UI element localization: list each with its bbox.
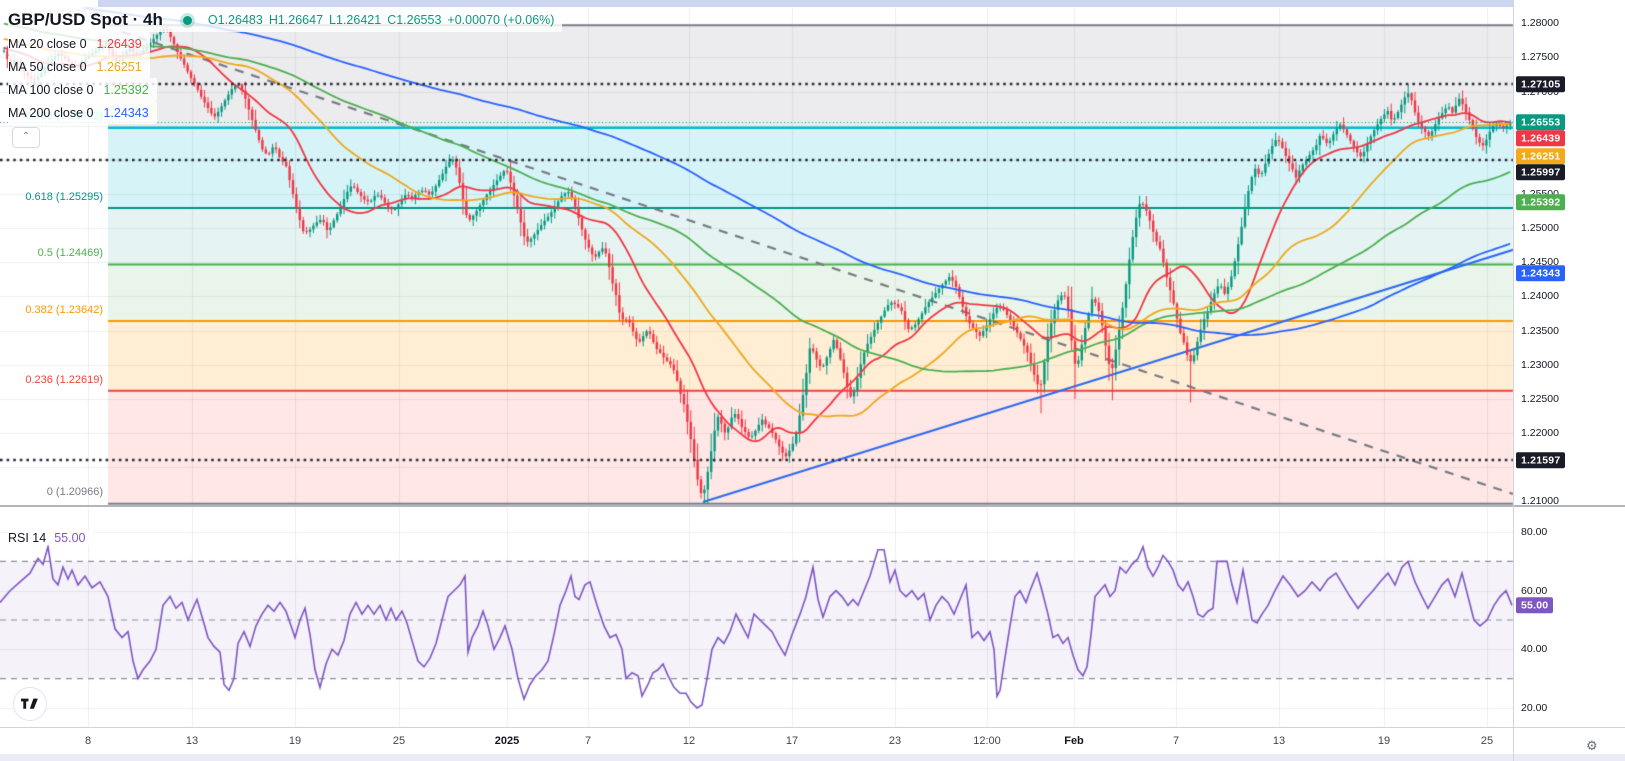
fib-level-label: 0.382 (1.23642) bbox=[25, 304, 103, 316]
price-axis-label: 1.24500 bbox=[1521, 256, 1559, 268]
time-axis-label: 23 bbox=[888, 735, 902, 747]
price-axis-label: 80.00 bbox=[1521, 526, 1548, 538]
price-axis-label: 60.00 bbox=[1521, 585, 1548, 597]
ma-legend-row-50[interactable]: MA 50 close 0 1.26251 bbox=[8, 55, 150, 78]
gear-icon[interactable]: ⚙ bbox=[1586, 738, 1598, 753]
symbol-row[interactable]: GBP/USD Spot · 4h O1.26483 H1.26647 L1.2… bbox=[8, 8, 563, 32]
pane-top-highlight bbox=[98, 0, 1513, 7]
price-axis-border bbox=[1513, 0, 1514, 761]
ohlc-close: C1.26553 bbox=[387, 13, 442, 27]
ma-legend-rows: MA 20 close 0 1.26439 MA 50 close 0 1.26251… bbox=[8, 32, 562, 124]
price-axis-badge: 1.25392 bbox=[1516, 194, 1566, 210]
rsi-legend-row[interactable]: RSI 14 55.00 bbox=[8, 531, 94, 545]
ohlc-high: H1.26647 bbox=[268, 13, 324, 27]
rsi-value: 55.00 bbox=[54, 531, 86, 545]
price-axis-label: 40.00 bbox=[1521, 643, 1548, 655]
ma-value: 1.24343 bbox=[103, 105, 149, 120]
time-axis-label: 7 bbox=[584, 735, 592, 747]
price-axis-label: 1.25000 bbox=[1521, 222, 1559, 234]
symbol-title[interactable]: GBP/USD Spot · 4h bbox=[8, 10, 163, 29]
ma-value: 1.26251 bbox=[96, 59, 142, 74]
price-axis-badge: 1.21597 bbox=[1516, 452, 1566, 468]
time-axis-label: 8 bbox=[84, 735, 92, 747]
price-axis-badge: 55.00 bbox=[1516, 597, 1554, 613]
price-axis-label: 1.28000 bbox=[1521, 17, 1559, 29]
ma-label: MA 50 close 0 bbox=[8, 59, 87, 74]
time-axis-label: 7 bbox=[1172, 735, 1180, 747]
price-axis-badge: 1.26553 bbox=[1516, 114, 1566, 130]
time-axis-label: 19 bbox=[288, 735, 302, 747]
chart-legend: GBP/USD Spot · 4h O1.26483 H1.26647 L1.2… bbox=[8, 8, 563, 124]
time-axis-label: 25 bbox=[392, 735, 406, 747]
fib-level-label: 0 (1.20966) bbox=[46, 486, 103, 498]
time-axis-label: 25 bbox=[1480, 735, 1494, 747]
ohlc-low: L1.26421 bbox=[329, 13, 382, 27]
window-bottom-strip bbox=[0, 754, 1625, 761]
price-axis-badge: 1.26439 bbox=[1516, 130, 1566, 146]
ma-label: MA 20 close 0 bbox=[8, 36, 87, 51]
time-axis-label: Feb bbox=[1064, 735, 1084, 747]
fib-level-label: 0.618 (1.25295) bbox=[25, 191, 103, 203]
ma-label: MA 200 close 0 bbox=[8, 105, 94, 120]
ohlc-open: O1.26483 bbox=[207, 13, 263, 27]
time-axis-label: 13 bbox=[1272, 735, 1286, 747]
ohlc-change: +0.00070 (+0.06%) bbox=[447, 13, 555, 27]
ma-label: MA 100 close 0 bbox=[8, 82, 94, 97]
price-axis-label: 1.23000 bbox=[1521, 359, 1559, 371]
price-axis-label: 1.22500 bbox=[1521, 393, 1559, 405]
time-axis-label: 13 bbox=[185, 735, 199, 747]
price-axis-badge: 1.24343 bbox=[1516, 265, 1566, 281]
time-axis-label: 12:00 bbox=[973, 735, 1001, 747]
legend-collapse-button[interactable]: ⌃ bbox=[12, 127, 40, 148]
ma-legend-row-100[interactable]: MA 100 close 0 1.25392 bbox=[8, 78, 157, 101]
rsi-label: RSI 14 bbox=[8, 531, 47, 545]
price-axis-label: 1.22000 bbox=[1521, 427, 1559, 439]
time-axis-label: 2025 bbox=[494, 735, 520, 747]
price-axis-badge: 1.26251 bbox=[1516, 148, 1566, 164]
time-axis-label: 17 bbox=[785, 735, 799, 747]
time-axis-label: 19 bbox=[1377, 735, 1391, 747]
ma-value: 1.26439 bbox=[96, 36, 142, 51]
time-axis-label: 12 bbox=[682, 735, 696, 747]
price-axis-label: 20.00 bbox=[1521, 702, 1548, 714]
price-axis-label: 1.24000 bbox=[1521, 290, 1559, 302]
market-status-dot-icon[interactable] bbox=[182, 15, 192, 25]
tradingview-logo-icon bbox=[20, 698, 38, 709]
ma-legend-row-200[interactable]: MA 200 close 0 1.24343 bbox=[8, 101, 157, 124]
fib-level-label: 0.236 (1.22619) bbox=[25, 374, 103, 386]
ma-legend-row-20[interactable]: MA 20 close 0 1.26439 bbox=[8, 32, 150, 55]
time-axis-border bbox=[0, 727, 1625, 728]
pane-separator[interactable] bbox=[0, 505, 1625, 507]
price-axis-badge: 1.25997 bbox=[1516, 164, 1566, 180]
price-axis-label: 1.27500 bbox=[1521, 51, 1559, 63]
price-axis-badge: 1.27105 bbox=[1516, 76, 1566, 92]
ma-value: 1.25392 bbox=[103, 82, 149, 97]
tradingview-logo[interactable] bbox=[13, 687, 47, 721]
fib-level-label: 0.5 (1.24469) bbox=[37, 247, 103, 259]
price-axis-label: 1.23500 bbox=[1521, 325, 1559, 337]
price-axis-label: 1.21000 bbox=[1521, 495, 1559, 507]
